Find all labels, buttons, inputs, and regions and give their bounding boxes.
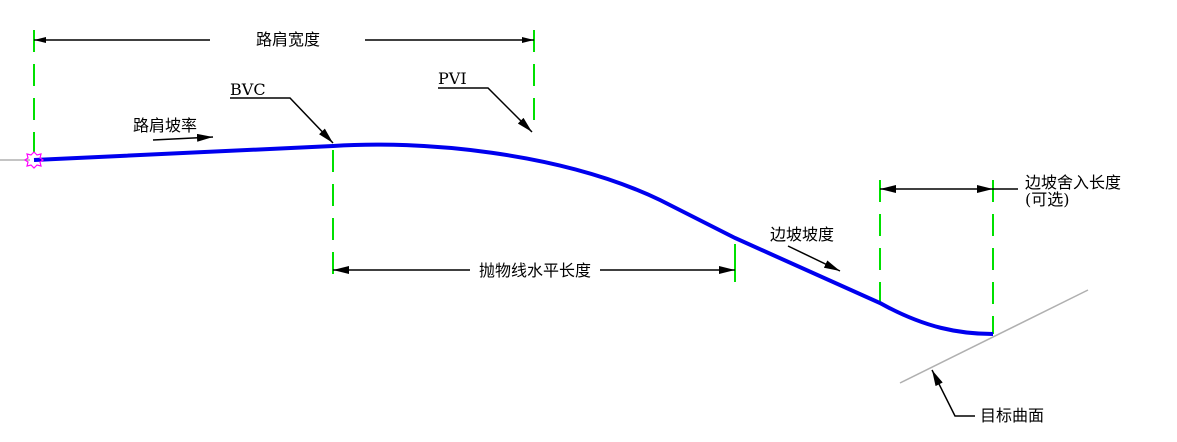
shoulder-slope-arrow	[152, 133, 214, 142]
rounding-length-label: 边坡舍入长度	[1025, 173, 1121, 192]
side-slope-label: 边坡坡度	[770, 225, 834, 244]
pvi-label: PVI	[438, 69, 467, 88]
profile-curve	[33, 142, 994, 336]
parabola-length-label: 抛物线水平长度	[479, 261, 591, 280]
bvc-label: BVC	[230, 80, 266, 99]
target-surface-label: 目标曲面	[980, 406, 1044, 425]
side-slope-arrow	[787, 245, 841, 272]
target-surface-line	[899, 289, 1089, 384]
optional-label: (可选)	[1025, 190, 1070, 209]
target-surface-leader	[931, 369, 975, 417]
bvc-leader	[230, 97, 334, 144]
shoulder-slope-label: 路肩坡率	[133, 116, 197, 135]
pvi-leader	[438, 87, 533, 133]
start-point-marker-icon	[23, 151, 45, 169]
shoulder-width-label: 路肩宽度	[256, 30, 320, 49]
